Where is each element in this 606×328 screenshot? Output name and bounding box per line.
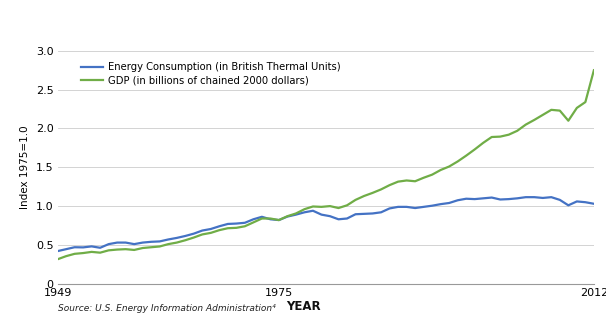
Text: Source: U.S. Energy Information Administration⁴: Source: U.S. Energy Information Administ… (58, 304, 275, 313)
Text: Figure 1: Economic and Energy Growth Trends Diverge: Figure 1: Economic and Energy Growth Tre… (9, 16, 419, 29)
Text: YEAR: YEAR (285, 300, 321, 313)
Legend: Energy Consumption (in British Thermal Units), GDP (in billions of chained 2000 : Energy Consumption (in British Thermal U… (79, 60, 342, 88)
Y-axis label: Index 1975=1.0: Index 1975=1.0 (20, 126, 30, 209)
